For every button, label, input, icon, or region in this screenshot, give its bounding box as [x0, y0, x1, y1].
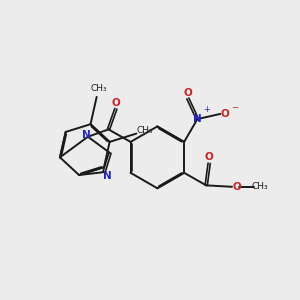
Text: CH₃: CH₃: [252, 182, 268, 191]
Text: −: −: [231, 103, 239, 112]
Text: O: O: [221, 109, 230, 119]
Text: O: O: [205, 152, 214, 162]
Text: CH₃: CH₃: [90, 84, 107, 93]
Text: +: +: [203, 105, 210, 114]
Text: CH₃: CH₃: [136, 126, 153, 135]
Text: N: N: [82, 130, 91, 140]
Text: O: O: [112, 98, 120, 108]
Text: N: N: [103, 171, 111, 181]
Text: O: O: [183, 88, 192, 98]
Text: O: O: [233, 182, 242, 192]
Text: N: N: [193, 114, 202, 124]
